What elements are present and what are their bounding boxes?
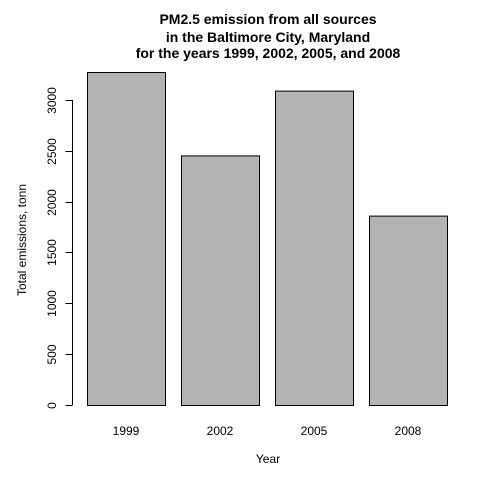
y-tick-label-3000: 3000 — [45, 87, 59, 114]
bar-2002 — [181, 155, 260, 406]
y-tick-label-0: 0 — [45, 402, 59, 409]
x-tick-labels: 1999 2002 2005 2008 — [113, 424, 422, 438]
y-tick-label-2000: 2000 — [45, 189, 59, 216]
chart-title-line-3: for the years 1999, 2002, 2005, and 2008 — [136, 45, 401, 61]
x-axis-label: Year — [256, 452, 280, 466]
y-tick-label-1000: 1000 — [45, 290, 59, 317]
y-tick-label-2500: 2500 — [45, 138, 59, 165]
x-tick-label-2005: 2005 — [301, 424, 328, 438]
chart-title: PM2.5 emission from all sources in the B… — [136, 11, 401, 61]
bar-1999 — [87, 72, 166, 406]
y-axis: 0 500 1000 1500 2000 2500 3000 — [45, 87, 73, 409]
x-tick-label-2008: 2008 — [395, 424, 422, 438]
bar-2005 — [275, 90, 354, 407]
y-tick-label-1500: 1500 — [45, 239, 59, 266]
y-axis-label: Total emissions, tonn — [15, 184, 29, 296]
x-tick-label-1999: 1999 — [113, 424, 140, 438]
x-tick-label-2002: 2002 — [207, 424, 234, 438]
y-tick-label-500: 500 — [45, 344, 59, 364]
bar-2008 — [369, 215, 448, 406]
bars-group — [87, 72, 448, 407]
chart-title-line-2: in the Baltimore City, Maryland — [166, 29, 370, 45]
chart-title-line-1: PM2.5 emission from all sources — [159, 11, 376, 27]
